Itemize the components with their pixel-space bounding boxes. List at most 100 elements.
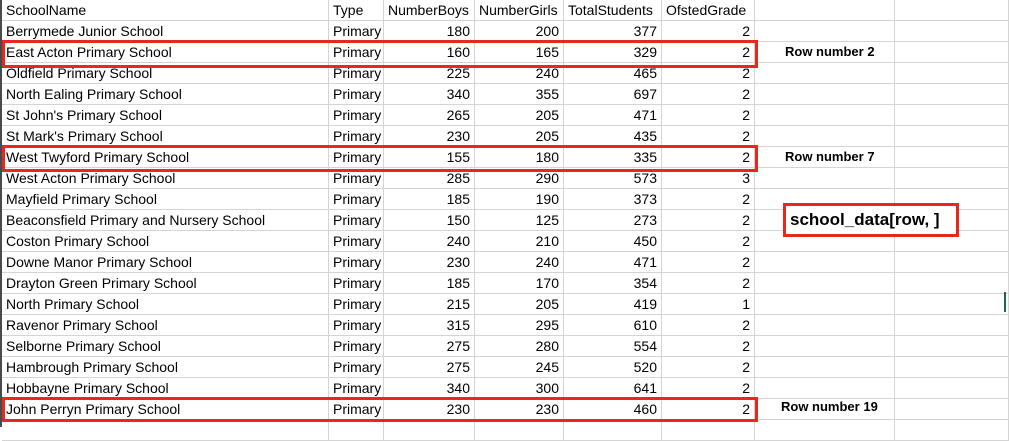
cell-number-boys[interactable]: 155 <box>384 147 475 168</box>
cell-school-name[interactable]: West Twyford Primary School <box>2 147 329 168</box>
cell-number-girls[interactable]: 205 <box>475 126 564 147</box>
cell-number-girls[interactable]: 200 <box>475 21 564 42</box>
cell-type[interactable]: Primary <box>329 210 384 231</box>
empty-cell[interactable] <box>755 231 895 252</box>
cell-number-girls[interactable]: 165 <box>475 42 564 63</box>
cell-number-girls[interactable]: 240 <box>475 63 564 84</box>
cell-type[interactable]: Primary <box>329 42 384 63</box>
empty-cell[interactable] <box>755 399 895 420</box>
cell-school-name[interactable]: West Acton Primary School <box>2 168 329 189</box>
cell-ofsted-grade[interactable]: 2 <box>662 147 755 168</box>
cell-type[interactable]: Primary <box>329 105 384 126</box>
cell-number-girls[interactable]: 290 <box>475 168 564 189</box>
cell-ofsted-grade[interactable]: 3 <box>662 168 755 189</box>
cell-total-students[interactable]: 573 <box>564 168 662 189</box>
cell-number-boys[interactable]: 230 <box>384 126 475 147</box>
cell-number-boys[interactable]: 180 <box>384 21 475 42</box>
cell-number-boys[interactable]: 275 <box>384 357 475 378</box>
cell-total-students[interactable]: 465 <box>564 63 662 84</box>
cell-clipped[interactable] <box>564 420 662 441</box>
empty-cell[interactable] <box>895 147 1009 168</box>
empty-cell[interactable] <box>755 21 895 42</box>
empty-cell[interactable] <box>755 63 895 84</box>
cell-school-name[interactable]: Ravenor Primary School <box>2 315 329 336</box>
cell-number-boys[interactable]: 225 <box>384 63 475 84</box>
empty-cell[interactable] <box>895 420 1009 441</box>
cell-total-students[interactable]: 335 <box>564 147 662 168</box>
cell-number-boys[interactable]: 285 <box>384 168 475 189</box>
cell-number-girls[interactable]: 280 <box>475 336 564 357</box>
cell-number-boys[interactable]: 275 <box>384 336 475 357</box>
cell-total-students[interactable]: 697 <box>564 84 662 105</box>
cell-school-name[interactable]: St John's Primary School <box>2 105 329 126</box>
cell-ofsted-grade[interactable]: 1 <box>662 294 755 315</box>
cell-total-students[interactable]: 610 <box>564 315 662 336</box>
cell-clipped[interactable] <box>329 420 384 441</box>
cell-number-girls[interactable]: 300 <box>475 378 564 399</box>
cell-number-girls[interactable]: 295 <box>475 315 564 336</box>
cell-total-students[interactable]: 460 <box>564 399 662 420</box>
cell-total-students[interactable]: 273 <box>564 210 662 231</box>
cell-school-name[interactable]: North Ealing Primary School <box>2 84 329 105</box>
cell-ofsted-grade[interactable]: 2 <box>662 378 755 399</box>
header-number-boys[interactable]: NumberBoys <box>384 0 475 21</box>
cell-ofsted-grade[interactable]: 2 <box>662 273 755 294</box>
cell-ofsted-grade[interactable]: 2 <box>662 189 755 210</box>
empty-cell[interactable] <box>755 336 895 357</box>
cell-number-girls[interactable]: 180 <box>475 147 564 168</box>
empty-cell[interactable] <box>895 42 1009 63</box>
cell-ofsted-grade[interactable]: 2 <box>662 357 755 378</box>
cell-total-students[interactable]: 419 <box>564 294 662 315</box>
cell-total-students[interactable]: 471 <box>564 105 662 126</box>
empty-cell[interactable] <box>755 315 895 336</box>
header-number-girls[interactable]: NumberGirls <box>475 0 564 21</box>
cell-number-boys[interactable]: 340 <box>384 84 475 105</box>
cell-total-students[interactable]: 520 <box>564 357 662 378</box>
cell-number-boys[interactable]: 185 <box>384 189 475 210</box>
cell-number-girls[interactable]: 190 <box>475 189 564 210</box>
cell-type[interactable]: Primary <box>329 189 384 210</box>
empty-cell[interactable] <box>895 357 1009 378</box>
cell-type[interactable]: Primary <box>329 126 384 147</box>
cell-number-girls[interactable]: 210 <box>475 231 564 252</box>
cell-clipped[interactable] <box>662 420 755 441</box>
cell-ofsted-grade[interactable]: 2 <box>662 21 755 42</box>
empty-cell[interactable] <box>755 105 895 126</box>
empty-cell[interactable] <box>895 336 1009 357</box>
cell-ofsted-grade[interactable]: 2 <box>662 63 755 84</box>
cell-school-name[interactable]: Hobbayne Primary School <box>2 378 329 399</box>
cell-type[interactable]: Primary <box>329 252 384 273</box>
cell-type[interactable]: Primary <box>329 147 384 168</box>
empty-cell[interactable] <box>755 42 895 63</box>
cell-ofsted-grade[interactable]: 2 <box>662 231 755 252</box>
cell-type[interactable]: Primary <box>329 231 384 252</box>
cell-total-students[interactable]: 641 <box>564 378 662 399</box>
cell-type[interactable]: Primary <box>329 315 384 336</box>
header-total-students[interactable]: TotalStudents <box>564 0 662 21</box>
cell-total-students[interactable]: 450 <box>564 231 662 252</box>
cell-number-boys[interactable]: 315 <box>384 315 475 336</box>
cell-total-students[interactable]: 354 <box>564 273 662 294</box>
empty-cell[interactable] <box>755 378 895 399</box>
cell-type[interactable]: Primary <box>329 168 384 189</box>
cell-ofsted-grade[interactable]: 2 <box>662 105 755 126</box>
cell-total-students[interactable]: 554 <box>564 336 662 357</box>
cell-total-students[interactable]: 471 <box>564 252 662 273</box>
cell-number-girls[interactable]: 205 <box>475 105 564 126</box>
cell-school-name[interactable]: Downe Manor Primary School <box>2 252 329 273</box>
cell-ofsted-grade[interactable]: 2 <box>662 336 755 357</box>
cell-type[interactable]: Primary <box>329 294 384 315</box>
cell-ofsted-grade[interactable]: 2 <box>662 42 755 63</box>
cell-number-boys[interactable]: 340 <box>384 378 475 399</box>
empty-cell[interactable] <box>895 105 1009 126</box>
cell-school-name[interactable]: St Mark's Primary School <box>2 126 329 147</box>
cell-clipped[interactable] <box>475 420 564 441</box>
header-school-name[interactable]: SchoolName <box>2 0 329 21</box>
empty-cell[interactable] <box>755 0 895 21</box>
cell-number-boys[interactable]: 265 <box>384 105 475 126</box>
empty-cell[interactable] <box>755 294 895 315</box>
cell-type[interactable]: Primary <box>329 21 384 42</box>
cell-school-name[interactable]: Oldfield Primary School <box>2 63 329 84</box>
empty-cell[interactable] <box>895 399 1009 420</box>
cell-number-girls[interactable]: 240 <box>475 252 564 273</box>
